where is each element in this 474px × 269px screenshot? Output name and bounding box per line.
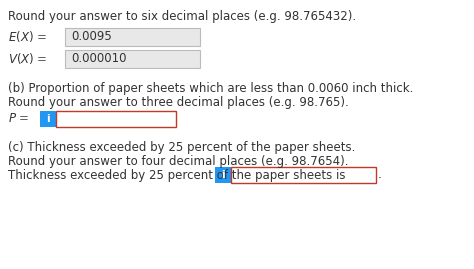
FancyBboxPatch shape [215, 167, 231, 183]
Text: (b) Proportion of paper sheets which are less than 0.0060 inch thick.: (b) Proportion of paper sheets which are… [8, 82, 413, 95]
FancyBboxPatch shape [65, 50, 200, 68]
Text: 0.000010: 0.000010 [71, 52, 127, 65]
Text: Thickness exceeded by 25 percent of the paper sheets is: Thickness exceeded by 25 percent of the … [8, 169, 346, 182]
FancyBboxPatch shape [40, 111, 56, 127]
Text: i: i [46, 114, 50, 124]
Text: Round your answer to three decimal places (e.g. 98.765).: Round your answer to three decimal place… [8, 96, 349, 109]
Text: $E(X)$ =: $E(X)$ = [8, 30, 47, 44]
Text: Round your answer to six decimal places (e.g. 98.765432).: Round your answer to six decimal places … [8, 10, 356, 23]
FancyBboxPatch shape [65, 28, 200, 46]
FancyBboxPatch shape [231, 167, 376, 183]
Text: Round your answer to four decimal places (e.g. 98.7654).: Round your answer to four decimal places… [8, 155, 348, 168]
Text: 0.0095: 0.0095 [71, 30, 112, 44]
Text: $V(X)$ =: $V(X)$ = [8, 51, 47, 66]
Text: .: . [378, 168, 382, 182]
Text: $P$ =: $P$ = [8, 112, 29, 126]
FancyBboxPatch shape [56, 111, 176, 127]
Text: i: i [221, 170, 225, 180]
Text: (c) Thickness exceeded by 25 percent of the paper sheets.: (c) Thickness exceeded by 25 percent of … [8, 141, 356, 154]
